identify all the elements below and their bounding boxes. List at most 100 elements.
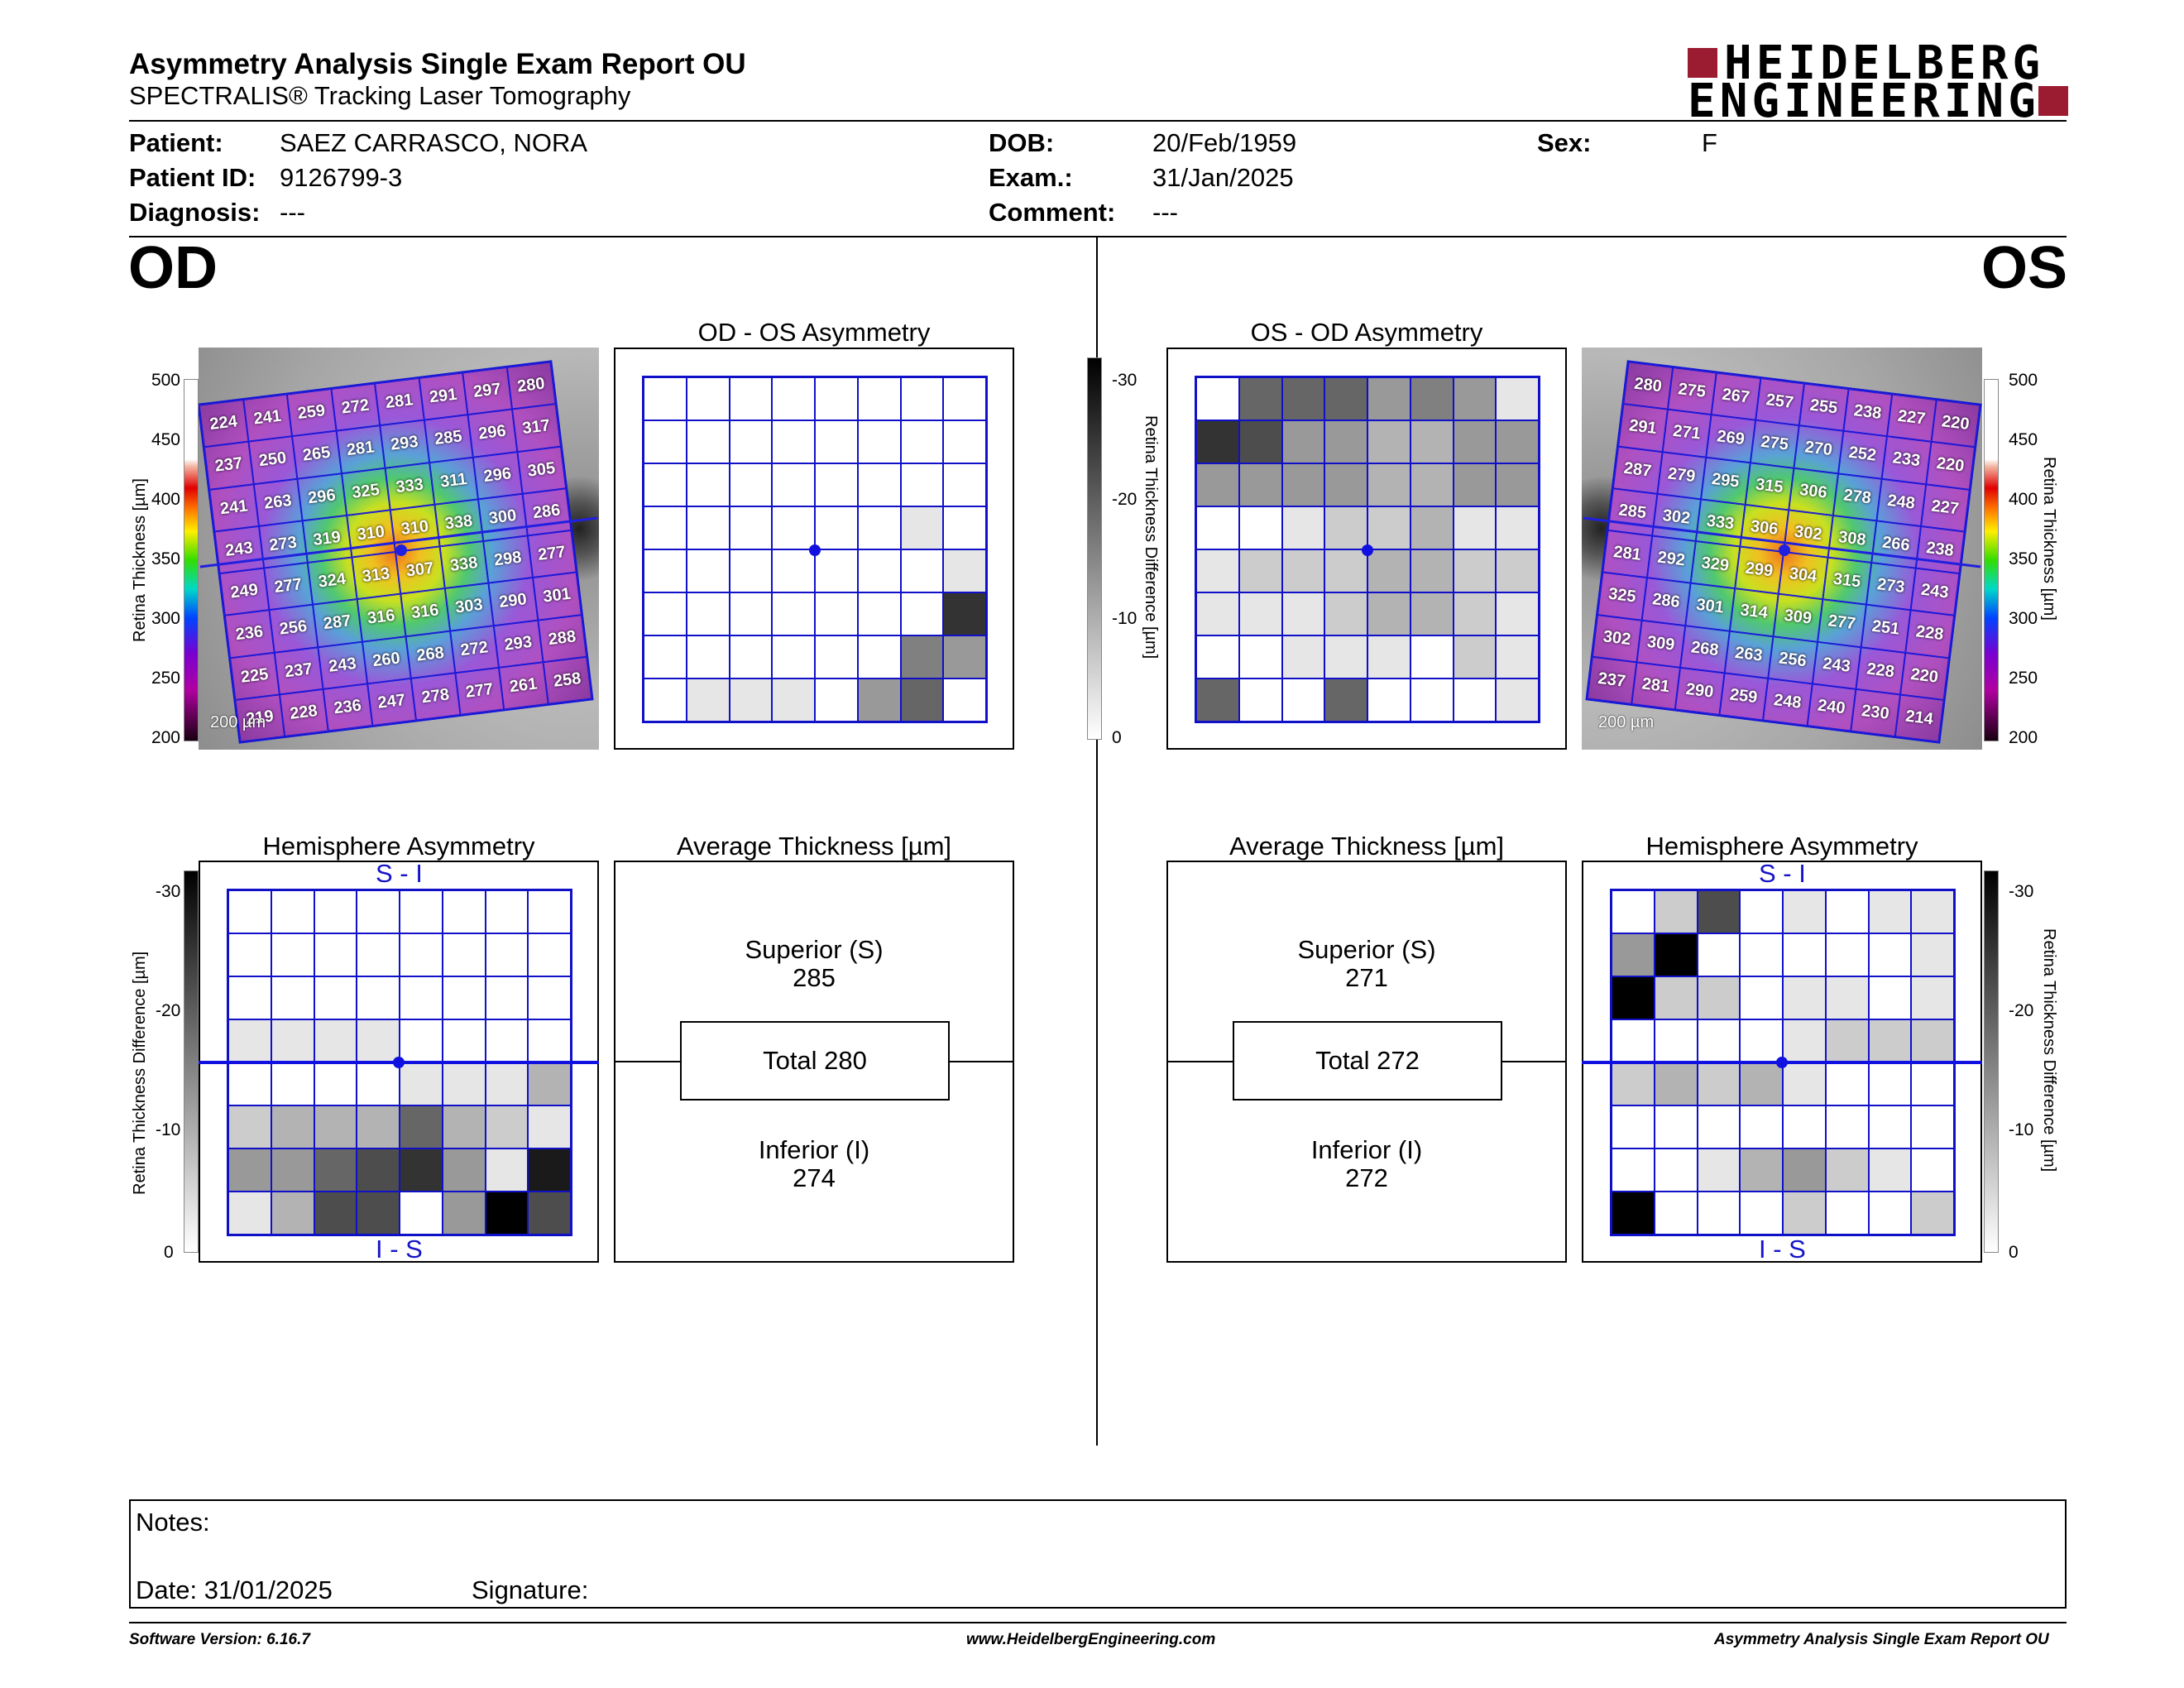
od-hemi-cell (271, 1192, 314, 1235)
os-asym-cell (1410, 679, 1454, 722)
os-thickness-value-cell: 228 (1856, 646, 1905, 695)
od-asym-cell (772, 635, 815, 679)
os-asym-cell (1496, 592, 1539, 635)
os-hemi-cell (1740, 1019, 1783, 1062)
os-hemi-cell (1612, 933, 1655, 976)
os-hemi-cell (1868, 1019, 1912, 1062)
os-avg-panel: Superior (S) 271 Total 272 Inferior (I) … (1166, 861, 1567, 1263)
od-thickness-value-cell: 311 (429, 457, 478, 505)
od-asym-cell (943, 635, 986, 679)
od-thickness-value-cell: 281 (375, 378, 424, 426)
os-thickness-value-cell: 295 (1701, 457, 1751, 505)
os-thickness-value-cell: 302 (1592, 614, 1642, 663)
od-hemi-cell (228, 1019, 271, 1062)
diagnosis-value: --- (280, 198, 305, 227)
od-asym-cell (815, 549, 858, 592)
od-asym-cell (857, 635, 901, 679)
os-thickness-value-cell: 279 (1656, 451, 1707, 500)
od-thickness-value-cell: 237 (274, 646, 323, 695)
os-inferior-value: 272 (1345, 1163, 1388, 1192)
os-asym-cell (1324, 549, 1367, 592)
os-asym-cell (1367, 635, 1410, 679)
od-hemi-cell (442, 1105, 486, 1149)
os-hemi-cell (1783, 933, 1826, 976)
od-hemi-cell (400, 933, 443, 976)
os-thickness-value-cell: 233 (1881, 436, 1932, 484)
od-asym-cell (857, 420, 901, 463)
os-hemi-cell (1868, 976, 1912, 1019)
os-thickness-value-cell: 240 (1807, 683, 1856, 731)
os-hemi-cell (1868, 1105, 1912, 1149)
od-hemi-cell (228, 1062, 271, 1105)
os-hemi-cell (1783, 1105, 1826, 1149)
od-hemi-cell (400, 1105, 443, 1149)
od-hemi-cell (357, 890, 400, 933)
os-hemi-cell (1783, 1019, 1826, 1062)
od-hemi-cell (357, 976, 400, 1019)
od-thickness-value-cell: 260 (362, 635, 411, 684)
os-superior-label: Superior (S) (1297, 935, 1436, 964)
od-thickness-value-cell: 237 (204, 441, 254, 490)
patient-id-value: 9126799-3 (280, 163, 403, 192)
os-thickness-value-cell: 266 (1871, 520, 1921, 568)
os-hemi-cell (1868, 1062, 1912, 1105)
os-hemi-cell (1654, 1062, 1698, 1105)
od-hemi-cell (442, 976, 486, 1019)
os-thickness-value-cell: 259 (1718, 673, 1769, 721)
od-hemi-axis-label: Retina Thickness Difference [µm] (131, 951, 149, 1195)
od-thickness-value-cell: 305 (516, 446, 567, 494)
os-asym-cell (1453, 679, 1497, 722)
od-hemi-cell (528, 1062, 571, 1105)
os-thickness-value-cell: 286 (1641, 578, 1691, 626)
os-asym-cell (1496, 506, 1539, 549)
od-total-box: Total 280 (680, 1021, 950, 1101)
od-asym-cell (857, 549, 901, 592)
od-thickness-value-cell: 250 (247, 436, 298, 484)
od-thickness-value-cell: 290 (488, 578, 538, 626)
od-thickness-value-cell: 316 (357, 593, 406, 642)
od-thickness-value-cell: 236 (323, 683, 372, 731)
os-thickness-value-cell: 278 (1832, 472, 1882, 521)
os-thickness-value-cell: 309 (1636, 620, 1686, 668)
od-thickness-value-cell: 313 (351, 552, 401, 600)
od-asym-cell (943, 420, 986, 463)
od-hemi-cell (357, 933, 400, 976)
od-eye-label: OD (128, 235, 218, 301)
os-asym-cell (1281, 463, 1325, 506)
od-hemi-cell (485, 1062, 529, 1105)
date-label: Date: 31/01/2025 (136, 1575, 333, 1604)
os-thickness-value-cell: 243 (1910, 568, 1960, 616)
od-hemi-cell (442, 890, 486, 933)
os-asym-cell (1324, 377, 1367, 420)
od-hemi-cell (485, 1105, 529, 1149)
od-hemi-cell (314, 976, 357, 1019)
os-thickness-value-cell: 308 (1827, 515, 1877, 563)
od-inferior-value: 274 (793, 1163, 836, 1192)
od-hemi-cell (228, 890, 271, 933)
center-tick-0: 0 (1112, 728, 1122, 747)
od-asym-cell (772, 377, 815, 420)
od-hemi-cell (400, 976, 443, 1019)
od-asym-title: OD - OS Asymmetry (697, 318, 931, 347)
os-avg-line-right (1501, 1061, 1567, 1062)
od-asym-cell (644, 377, 687, 420)
os-hemi-cell (1654, 1019, 1698, 1062)
os-thickness-value-cell: 238 (1915, 525, 1965, 574)
od-thickness-value-cell: 263 (253, 478, 303, 526)
od-asym-cell (943, 592, 986, 635)
os-hemi-tick-m30: -30 (2009, 882, 2034, 901)
os-asym-cell (1281, 420, 1325, 463)
os-thickness-value-cell: 302 (1784, 510, 1833, 558)
os-asym-cell (1281, 506, 1325, 549)
footer-website[interactable]: www.HeidelbergEngineering.com (966, 1631, 1216, 1648)
od-hemi-tick-0: 0 (164, 1243, 174, 1262)
os-asym-cell (1496, 377, 1539, 420)
os-thickness-value-cell: 220 (1899, 652, 1949, 700)
od-superior-label: Superior (S) (745, 935, 884, 964)
comment-value: --- (1152, 198, 1178, 227)
od-thickness-value-cell: 298 (483, 535, 533, 583)
od-asym-cell (943, 377, 986, 420)
od-asym-cell (900, 635, 944, 679)
os-hemi-cell (1654, 976, 1698, 1019)
notes-box[interactable]: Notes: Date: 31/01/2025 Signature: (129, 1499, 2067, 1609)
